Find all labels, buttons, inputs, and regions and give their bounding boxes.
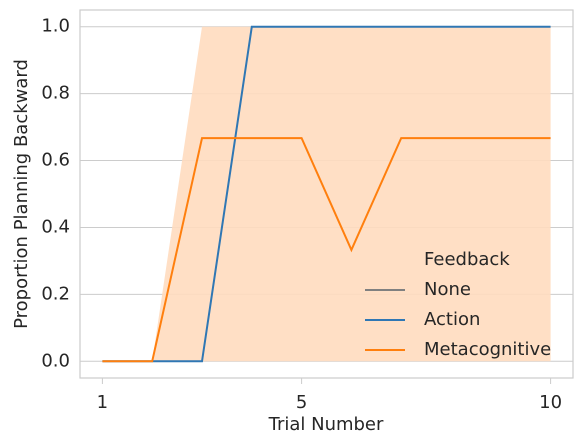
x-axis-label: Trial Number bbox=[268, 414, 384, 435]
x-tick-label: 1 bbox=[97, 392, 108, 413]
legend-label: Action bbox=[424, 309, 480, 330]
y-tick-label: 0.0 bbox=[41, 350, 70, 371]
line bbox=[102, 137, 551, 363]
y-tick-label: 0.2 bbox=[41, 283, 70, 304]
axes-frame bbox=[79, 9, 574, 379]
legend-label: Metacognitive bbox=[424, 339, 551, 360]
y-axis-label: Proportion Planning Backward bbox=[11, 59, 32, 329]
legend-label: None bbox=[424, 279, 471, 300]
legend-title: Feedback bbox=[424, 249, 510, 270]
y-tick-label: 0.4 bbox=[41, 216, 70, 237]
line bbox=[102, 25, 551, 363]
y-tick-label: 1.0 bbox=[41, 16, 70, 37]
x-tick-label: 5 bbox=[296, 392, 307, 413]
x-tick-label: 10 bbox=[539, 392, 562, 413]
y-tick-label: 0.8 bbox=[41, 83, 70, 104]
y-tick-label: 0.6 bbox=[41, 150, 70, 171]
